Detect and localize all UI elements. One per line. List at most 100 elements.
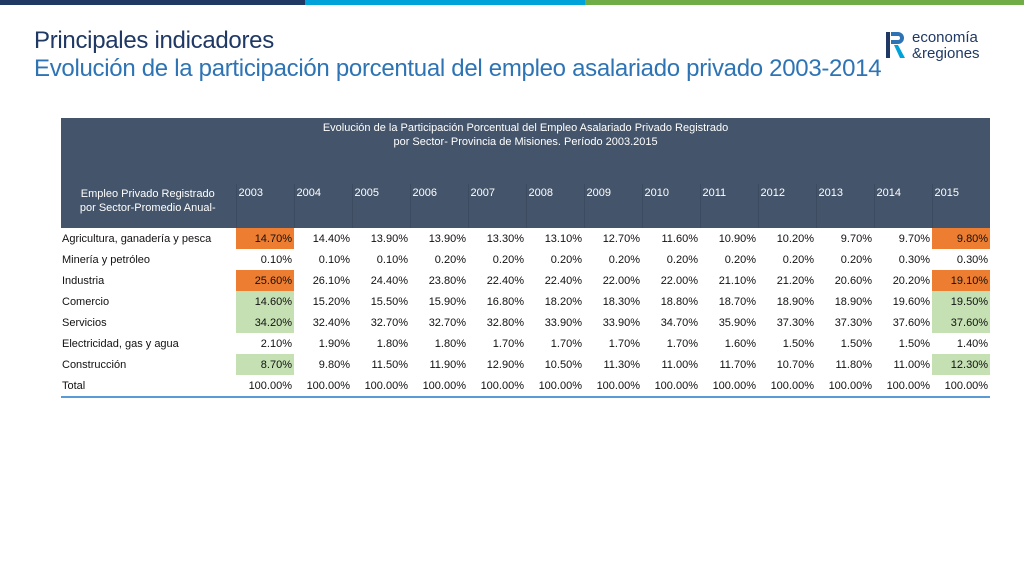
value-cell: 14.70% — [236, 228, 294, 249]
table-row: Agricultura, ganadería y pesca 14.70% 14.4… — [61, 228, 991, 249]
value-cell: 0.20% — [492, 253, 524, 266]
year-header: 2006 — [409, 184, 468, 228]
value-cell: 1.50% — [782, 337, 814, 350]
value-cell: 10.50% — [544, 358, 582, 371]
value-cell: 19.60% — [892, 295, 930, 308]
sector-column-header: Empleo Privado Registrado por Sector-Pro… — [61, 184, 236, 228]
value-cell: 0.10% — [260, 253, 292, 266]
value-cell: 22.00% — [602, 274, 640, 287]
top-color-bar — [0, 0, 1024, 5]
slide-title: Principales indicadores — [34, 27, 274, 54]
value-cell: 10.70% — [776, 358, 814, 371]
value-cell: 0.10% — [376, 253, 408, 266]
value-cell: 19.50% — [932, 291, 991, 312]
sector-label: Comercio — [62, 295, 110, 308]
value-cell: 1.70% — [492, 337, 524, 350]
value-cell: 13.90% — [370, 232, 408, 245]
value-cell: 24.40% — [370, 274, 408, 287]
year-header: 2015 — [931, 184, 991, 228]
year-header: 2009 — [583, 184, 642, 228]
value-cell: 19.10% — [932, 270, 991, 291]
brand-line2: &regiones — [912, 45, 980, 62]
table-row: Total 100.00% 100.00% 100.00% 100.00% 100.00%… — [61, 375, 991, 398]
slide-titles: Principales indicadores Evolución de la … — [34, 27, 882, 83]
value-cell: 1.50% — [840, 337, 872, 350]
value-cell: 100.00% — [932, 375, 991, 398]
year-header: 2005 — [351, 184, 410, 228]
value-cell: 18.70% — [718, 295, 756, 308]
value-cell: 20.60% — [834, 274, 872, 287]
sector-label: Minería y petróleo — [62, 253, 151, 266]
value-cell: 37.60% — [932, 312, 991, 333]
table-row: Industria 25.60% 26.10% 24.40% 23.80% 22.40% 2… — [61, 270, 991, 291]
value-cell: 9.70% — [840, 232, 872, 245]
value-cell: 11.70% — [719, 358, 757, 371]
value-cell: 37.60% — [892, 316, 930, 329]
year-header: 2008 — [525, 184, 584, 228]
value-cell: 15.20% — [312, 295, 350, 308]
value-cell: 37.30% — [834, 316, 872, 329]
brand-name: economía &regiones — [912, 30, 980, 61]
value-cell: 18.20% — [544, 295, 582, 308]
sector-label: Agricultura, ganadería y pesca — [62, 232, 212, 245]
value-cell: 13.10% — [544, 232, 582, 245]
table-row: Construcción 8.70% 9.80% 11.50% 11.90% 12.90%… — [61, 354, 991, 375]
value-cell: 2.10% — [260, 337, 292, 350]
value-cell: 20.20% — [892, 274, 930, 287]
value-cell: 11.60% — [661, 232, 699, 245]
sector-label: Total — [61, 375, 236, 398]
table-caption-line1: Evolución de la Participación Porcentual… — [322, 122, 729, 134]
value-cell: 1.40% — [956, 337, 989, 350]
value-cell: 16.80% — [486, 295, 524, 308]
year-header: 2010 — [641, 184, 700, 228]
value-cell: 32.80% — [486, 316, 524, 329]
value-cell: 100.00% — [294, 375, 352, 398]
value-cell: 25.60% — [236, 270, 294, 291]
value-cell: 13.90% — [428, 232, 466, 245]
value-cell: 21.20% — [776, 274, 814, 287]
value-cell: 0.20% — [550, 253, 582, 266]
value-cell: 1.90% — [318, 337, 350, 350]
value-cell: 32.70% — [370, 316, 408, 329]
sector-label: Industria — [62, 274, 105, 287]
value-cell: 100.00% — [874, 375, 932, 398]
value-cell: 1.70% — [608, 337, 640, 350]
value-cell: 1.80% — [434, 337, 466, 350]
table-row: Minería y petróleo 0.10% 0.10% 0.10% 0.20% 0.… — [61, 249, 990, 270]
slide-subtitle: Evolución de la participación porcentual… — [34, 55, 882, 82]
value-cell: 26.10% — [312, 274, 350, 287]
value-cell: 0.20% — [666, 253, 698, 266]
value-cell: 22.40% — [486, 274, 524, 287]
value-cell: 34.70% — [660, 316, 698, 329]
value-cell: 13.30% — [486, 232, 524, 245]
value-cell: 11.50% — [371, 358, 409, 371]
value-cell: 0.10% — [318, 253, 350, 266]
value-cell: 100.00% — [642, 375, 700, 398]
brand-line1: economía — [912, 29, 978, 46]
value-cell: 0.30% — [898, 253, 930, 266]
value-cell: 1.50% — [898, 337, 930, 350]
year-header: 2004 — [293, 184, 352, 228]
value-cell: 10.90% — [718, 232, 756, 245]
brand-logo: economía &regiones — [886, 30, 980, 61]
value-cell: 18.90% — [834, 295, 872, 308]
value-cell: 22.40% — [544, 274, 582, 287]
value-cell: 33.90% — [544, 316, 582, 329]
year-header: 2003 — [235, 184, 294, 228]
sector-label: Electricidad, gas y agua — [62, 337, 179, 350]
table-row: Comercio 14.60% 15.20% 15.50% 15.90% 16.80% 18… — [61, 291, 991, 312]
year-header: 2011 — [699, 184, 758, 228]
value-cell: 35.90% — [718, 316, 756, 329]
value-cell: 18.90% — [776, 295, 814, 308]
table-caption-line2: por Sector- Provincia de Misiones. Perío… — [393, 136, 658, 148]
table-row: Servicios 34.20% 32.40% 32.70% 32.70% 32.80% 3… — [61, 312, 991, 333]
value-cell: 14.60% — [236, 291, 294, 312]
value-cell: 1.80% — [376, 337, 408, 350]
year-header: 2012 — [757, 184, 816, 228]
value-cell: 15.50% — [370, 295, 408, 308]
value-cell: 0.20% — [434, 253, 466, 266]
value-cell: 11.00% — [893, 358, 931, 371]
value-cell: 32.70% — [428, 316, 466, 329]
year-header: 2014 — [873, 184, 932, 228]
sector-label: Construcción — [62, 358, 127, 371]
